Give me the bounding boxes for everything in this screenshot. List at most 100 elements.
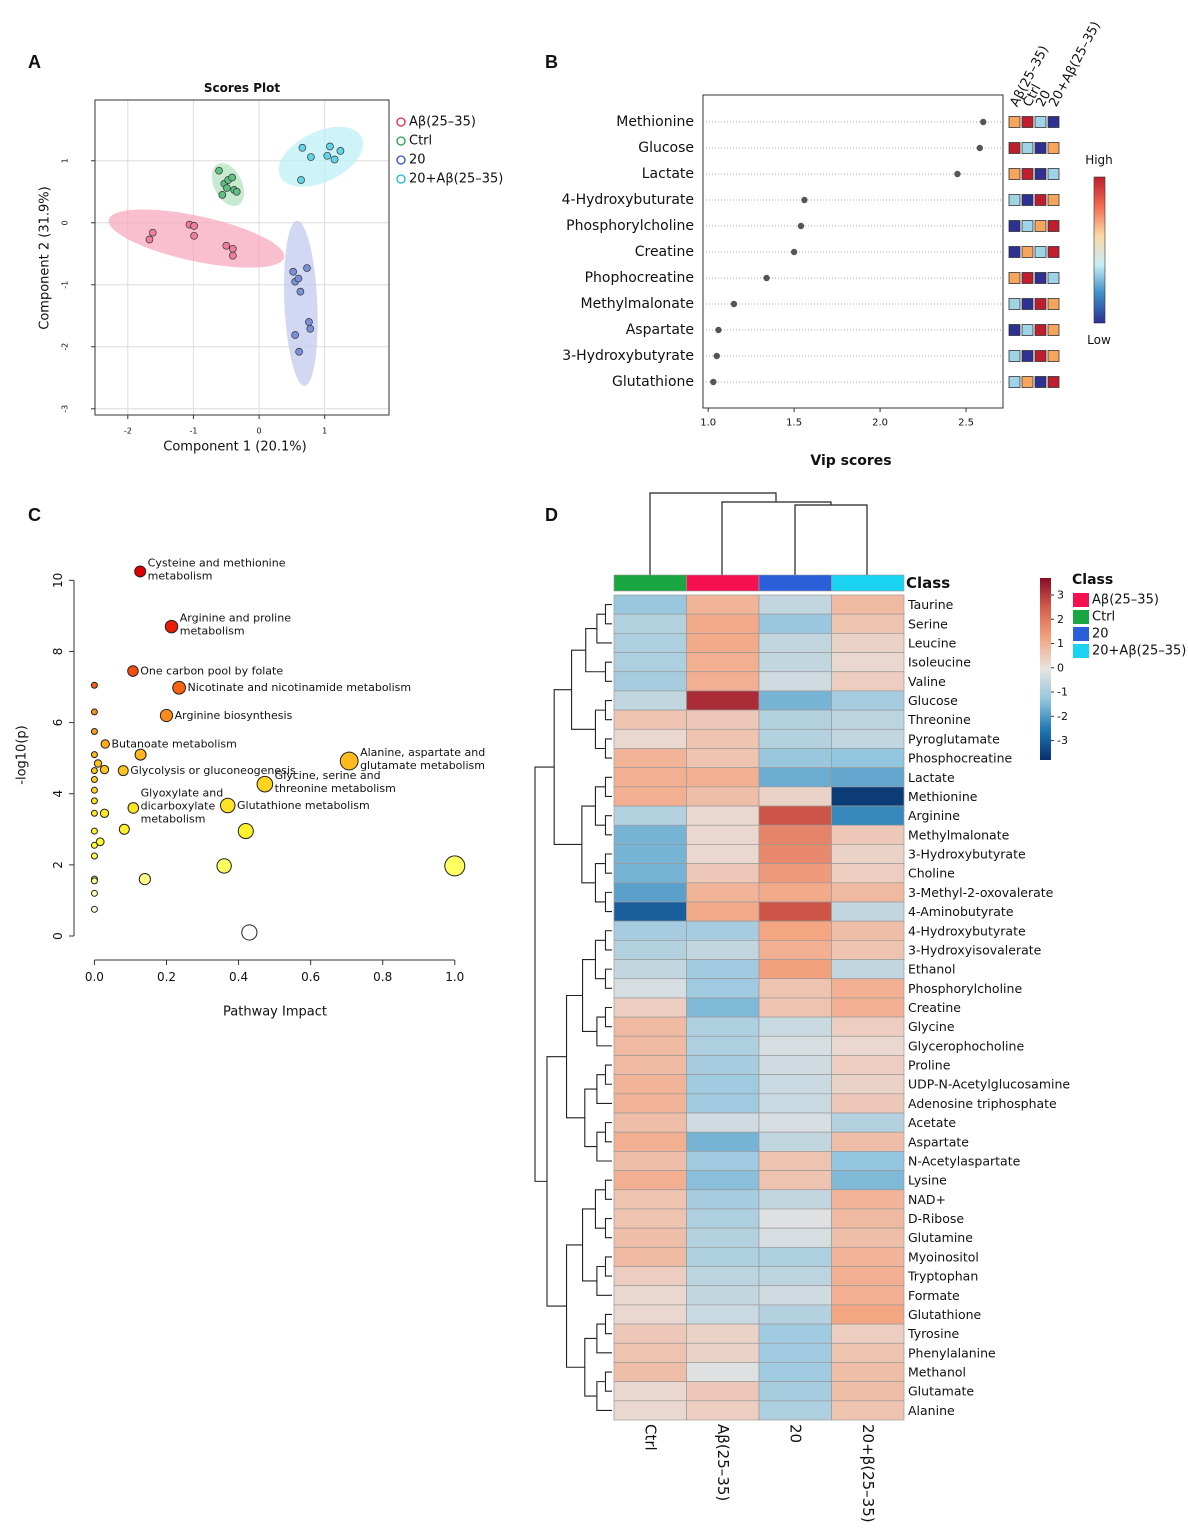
pathway-label: Glutathione metabolism xyxy=(237,799,370,812)
bubble xyxy=(444,855,466,877)
row-dendrogram xyxy=(604,891,612,913)
row-dendrogram xyxy=(581,805,596,884)
heat-cell xyxy=(831,1323,905,1344)
heat-cell xyxy=(613,920,687,941)
heat-cell xyxy=(758,690,832,711)
heat-cell xyxy=(758,671,832,692)
heat-cell xyxy=(613,652,687,673)
y-axis-label: Component 2 (31.9%) xyxy=(38,186,53,329)
heat-cell xyxy=(613,824,687,845)
legend-swatch xyxy=(1073,627,1089,641)
colorbar-label: High xyxy=(1085,153,1113,167)
y-tick-label: 4 xyxy=(51,790,65,798)
heat-cell xyxy=(613,939,687,960)
heat-cell xyxy=(1047,168,1060,180)
point xyxy=(296,287,305,296)
heat-cell xyxy=(831,1074,905,1095)
point xyxy=(294,274,303,283)
heat-cell xyxy=(686,901,760,922)
column-label: Aβ(25–35) xyxy=(714,1424,732,1501)
row-dendrogram xyxy=(604,930,612,951)
heat-cell xyxy=(831,1381,905,1402)
row-dendrogram xyxy=(594,1189,606,1229)
heat-cell xyxy=(613,882,687,903)
heat-cell xyxy=(686,1285,760,1306)
heat-cell xyxy=(686,1400,760,1421)
heat-cell xyxy=(613,690,687,711)
legend-label: 20+Aβ(25–35) xyxy=(1092,644,1186,659)
y-tick-label: 0 xyxy=(51,932,65,940)
heat-cell xyxy=(758,1400,832,1421)
x-tick-label: -1 xyxy=(189,427,197,436)
x-tick-label: 0.0 xyxy=(85,970,104,984)
heat-cell xyxy=(758,978,832,999)
panel-letter: B xyxy=(545,52,558,72)
point xyxy=(218,191,227,199)
row-dendrogram xyxy=(553,689,582,845)
heat-cell xyxy=(831,1035,905,1056)
heat-cell xyxy=(613,1112,687,1133)
row-label: Choline xyxy=(908,866,955,881)
heat-cell xyxy=(1008,194,1021,206)
heat-cell xyxy=(613,1227,687,1248)
heat-cell xyxy=(686,767,760,788)
column-label: 20+β(25–35) xyxy=(859,1424,877,1523)
bubble xyxy=(172,680,186,695)
x-tick-label: 0 xyxy=(257,427,262,436)
heat-cell xyxy=(686,978,760,999)
legend-swatch xyxy=(1073,593,1089,607)
row-dendrogram xyxy=(596,613,612,644)
category-label: Methylmalonate xyxy=(581,296,694,312)
heat-cell xyxy=(613,1285,687,1306)
heat-cell xyxy=(831,671,905,692)
bubble xyxy=(95,837,105,847)
bubble xyxy=(159,708,174,723)
legend-marker xyxy=(396,117,406,127)
row-label: Acetate xyxy=(908,1115,956,1130)
row-dendrogram xyxy=(594,709,606,750)
bubble xyxy=(100,739,110,749)
heat-cell xyxy=(1047,194,1060,206)
row-dendrogram xyxy=(604,699,612,721)
row-label: Formate xyxy=(908,1288,960,1303)
row-label: Glutamine xyxy=(908,1230,973,1245)
heat-cell xyxy=(831,1246,905,1267)
heat-cell xyxy=(831,748,905,769)
bubble xyxy=(90,767,98,775)
heat-cell xyxy=(1008,246,1021,258)
dot xyxy=(790,248,798,256)
dot xyxy=(710,378,717,386)
class-bar xyxy=(831,574,905,592)
row-label: Valine xyxy=(908,674,946,689)
heat-cell xyxy=(831,844,905,864)
heat-cell xyxy=(831,1227,905,1248)
column-label: 20 xyxy=(786,1424,804,1443)
heat-cell xyxy=(831,1266,905,1287)
row-label: Leucine xyxy=(908,635,957,650)
x-axis-label: Vip scores xyxy=(810,453,891,469)
point xyxy=(228,251,237,260)
row-label: Lysine xyxy=(908,1173,947,1188)
heat-cell xyxy=(613,959,687,980)
heat-cell xyxy=(686,1112,760,1133)
bubble xyxy=(90,727,98,735)
bubble xyxy=(134,565,147,578)
legend-marker xyxy=(396,155,406,165)
row-dendrogram xyxy=(584,1088,597,1148)
heat-cell xyxy=(613,1074,687,1095)
bubble xyxy=(339,751,359,771)
heat-cell xyxy=(1034,142,1047,154)
chart-title: Scores Plot xyxy=(204,81,281,95)
heat-cell xyxy=(758,613,832,634)
point xyxy=(232,187,241,196)
heat-cell xyxy=(831,978,905,999)
heat-cell xyxy=(758,1093,832,1114)
x-tick-label: 2.0 xyxy=(872,418,888,429)
heat-cell xyxy=(613,805,687,826)
colorbar-tick-label: 1 xyxy=(1057,637,1064,650)
category-label: 4-Hydroxybuturate xyxy=(562,192,694,208)
bubble xyxy=(90,809,98,817)
point xyxy=(326,142,334,151)
heat-cell xyxy=(613,1323,687,1344)
